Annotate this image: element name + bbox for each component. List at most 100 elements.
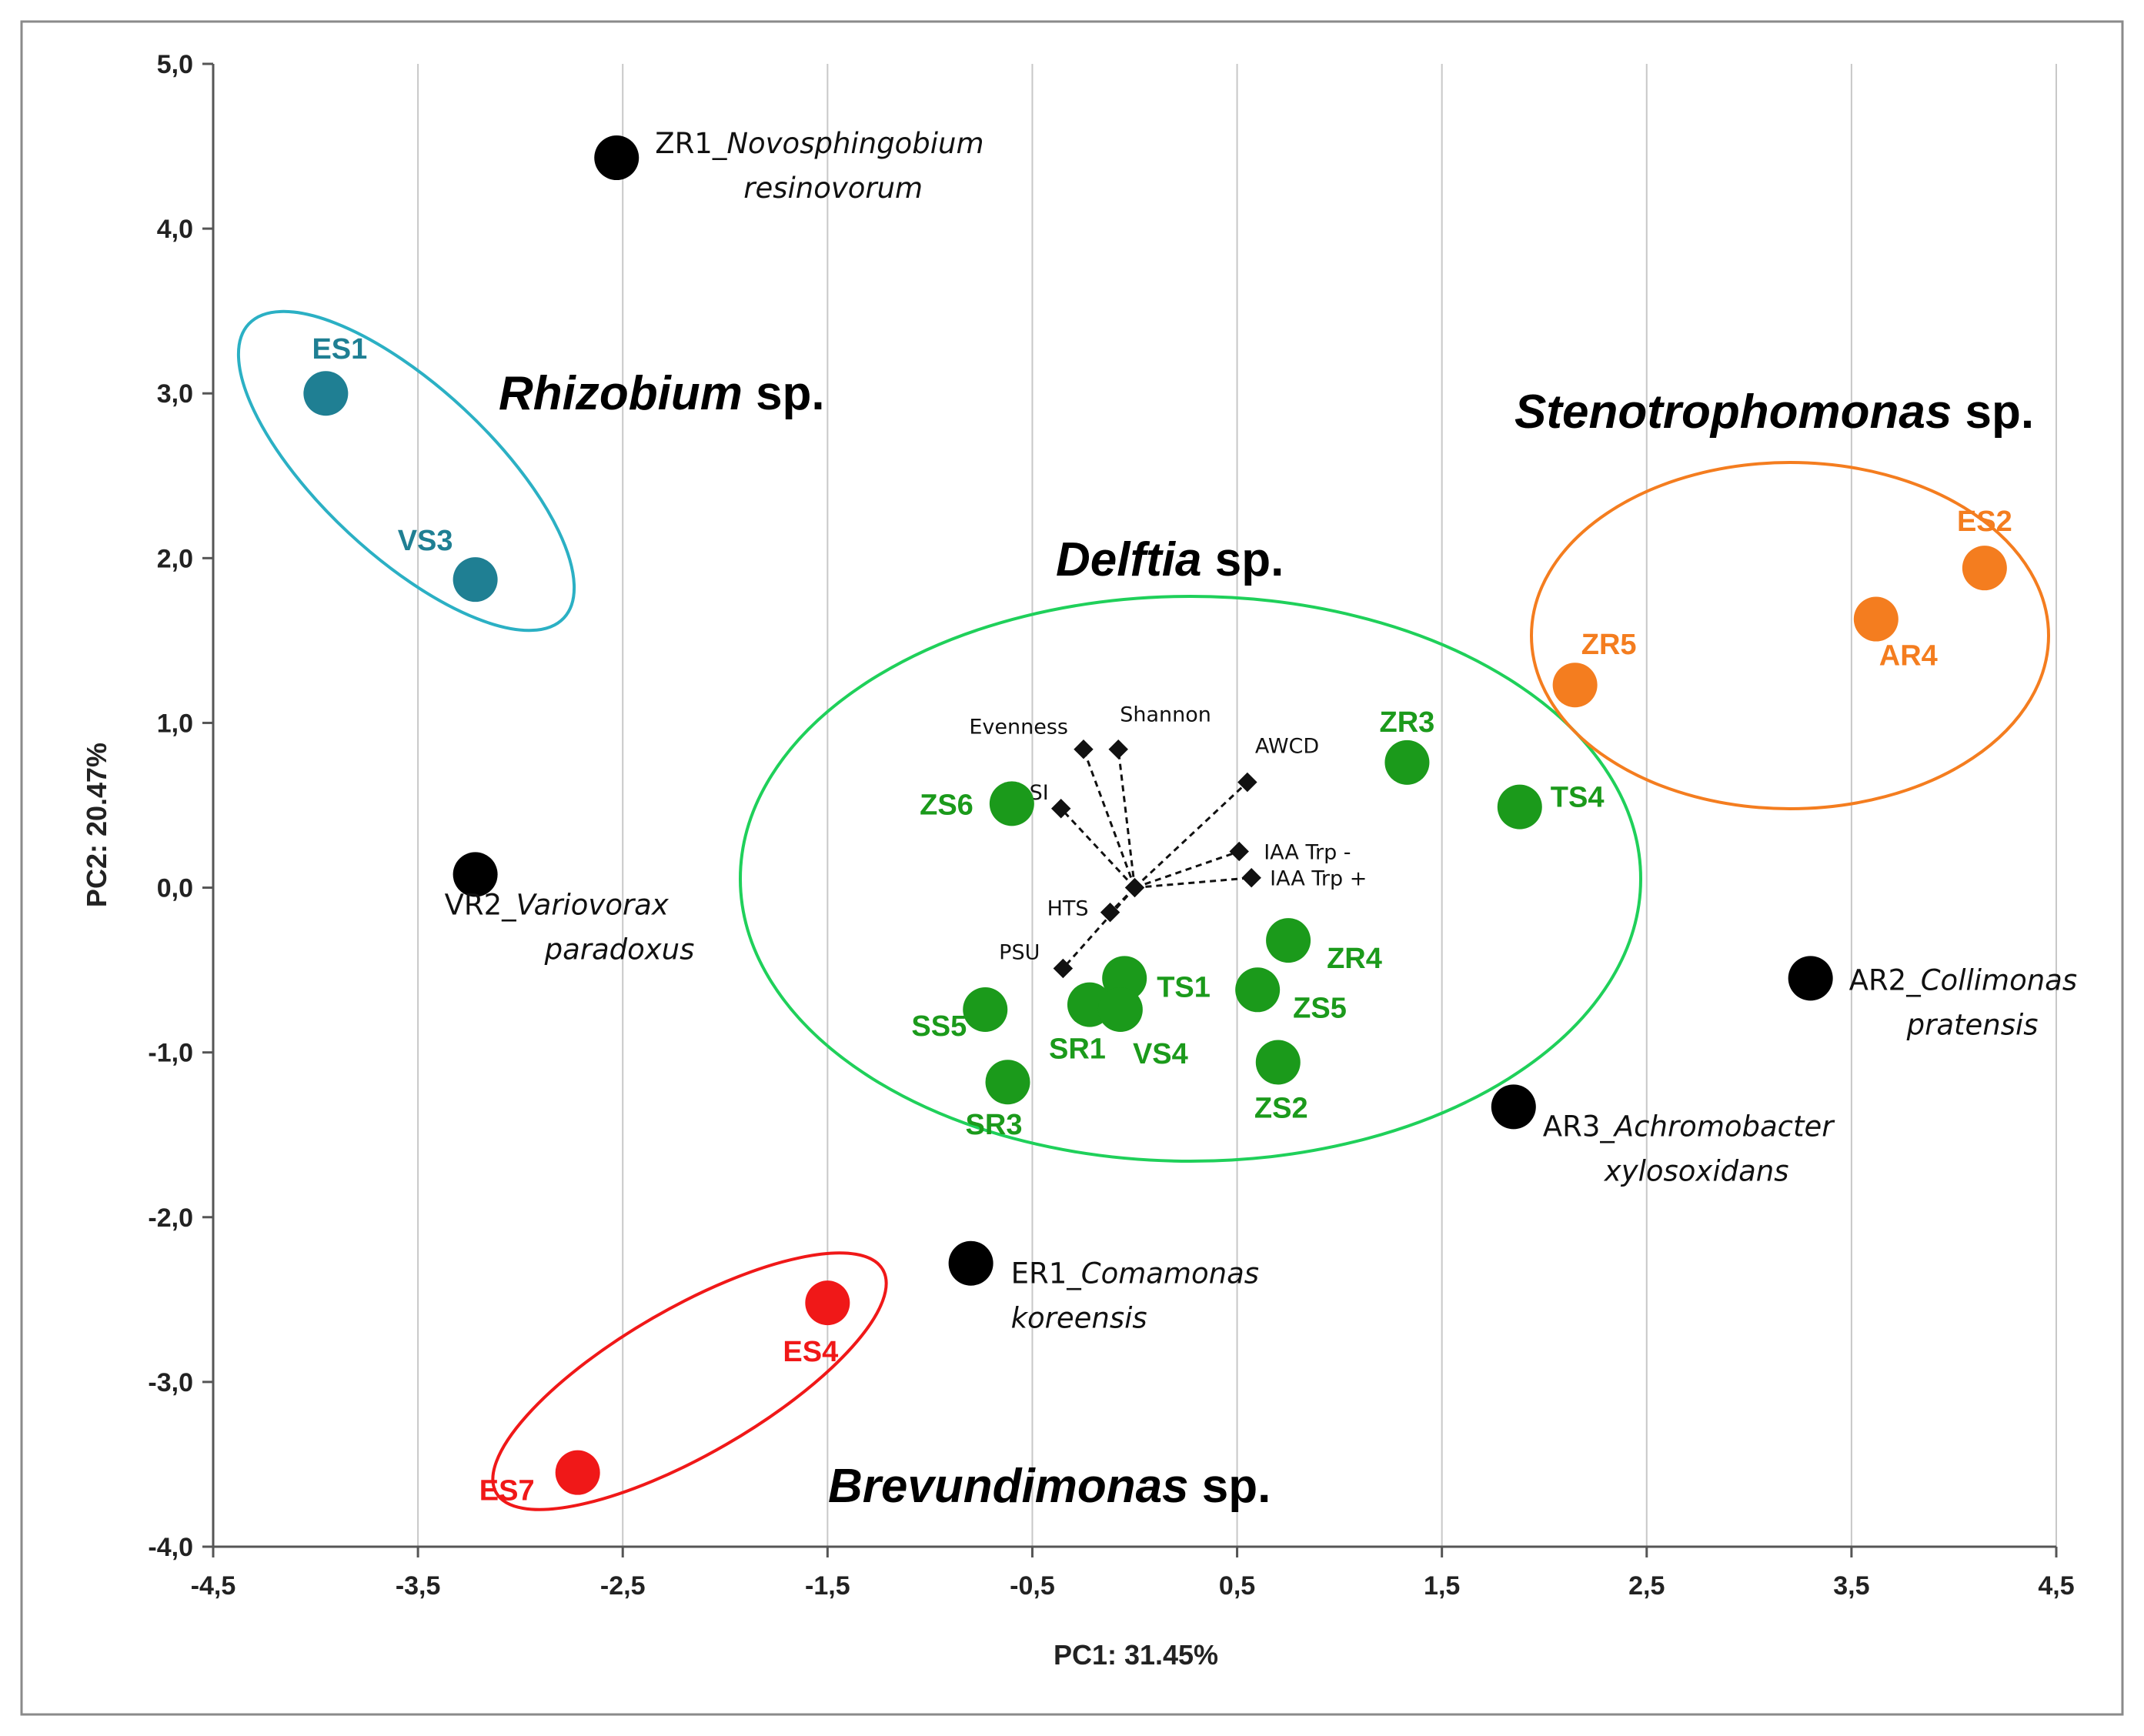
y-tick-label: 0,0 xyxy=(157,874,193,903)
grid-lines xyxy=(417,64,2057,1547)
point-label-vr2: VR2_Variovorax paradoxus xyxy=(445,888,695,966)
y-tick-label: -2,0 xyxy=(148,1204,193,1233)
group-label-stenotrophomonas: Stenotrophomonas sp. xyxy=(1514,386,2034,439)
loading-vector-line xyxy=(1134,876,1252,890)
x-tick-label: -4,5 xyxy=(191,1571,236,1601)
point-code: AR3_ xyxy=(1543,1110,1615,1143)
x-tick-label: 2,5 xyxy=(1628,1571,1665,1601)
point-label-ts4: TS4 xyxy=(1551,782,1605,814)
x-tick-label: 3,5 xyxy=(1833,1571,1869,1601)
species-epithet: paradoxus xyxy=(544,933,695,966)
x-tick-label: -3,5 xyxy=(396,1571,441,1601)
point-code: ER1_ xyxy=(1011,1257,1082,1290)
point-label-ar3: AR3_Achromobacter xylosoxidans xyxy=(1543,1110,1835,1187)
loading-vector-label: PSU xyxy=(999,940,1040,964)
loading-vector-label: Evenness xyxy=(969,716,1068,739)
data-point-es2 xyxy=(1962,546,2007,591)
y-tick-label: 2,0 xyxy=(157,544,193,573)
x-tick-label: -1,5 xyxy=(805,1571,850,1601)
point-label-vs3: VS3 xyxy=(398,525,453,557)
data-point-zr3 xyxy=(1384,739,1430,785)
group-label-brevundimonas: Brevundimonas sp. xyxy=(828,1460,1271,1513)
data-point-ar4 xyxy=(1853,596,1899,642)
group-label-rhizobium: Rhizobium sp. xyxy=(499,367,825,420)
species-epithet: xylosoxidans xyxy=(1604,1154,1789,1187)
species-epithet: pratensis xyxy=(1906,1008,2039,1041)
loading-vector-line xyxy=(1117,749,1136,888)
y-tick-label: -4,0 xyxy=(148,1533,193,1562)
y-tick-label: 1,0 xyxy=(157,709,193,738)
data-point-zr5 xyxy=(1552,663,1598,708)
data-point-zs5 xyxy=(1235,967,1281,1013)
species-genus: Collimonas xyxy=(1921,963,2077,997)
data-point-es4 xyxy=(805,1280,850,1326)
data-point-es7 xyxy=(555,1450,600,1495)
ellipse-stenotrophomonas xyxy=(1530,461,2050,810)
group-ellipses xyxy=(236,309,2050,1511)
loading-vector-label: HTS xyxy=(1047,897,1089,921)
point-label-es2: ES2 xyxy=(1957,506,2012,538)
species-genus: Novosphingobium xyxy=(726,127,984,160)
ellipse-brevundimonas xyxy=(491,1251,888,1511)
data-point-er1 xyxy=(948,1240,994,1286)
point-label-zs2: ZS2 xyxy=(1254,1093,1308,1125)
data-point-zs2 xyxy=(1255,1040,1301,1085)
data-point-ar2 xyxy=(1788,956,1833,1001)
loading-vector-line xyxy=(1062,886,1136,970)
loading-vector-line xyxy=(1082,749,1136,889)
point-label-es7: ES7 xyxy=(479,1475,535,1507)
species-epithet: resinovorum xyxy=(743,172,923,205)
point-code: VR2_ xyxy=(445,888,517,921)
point-label-zr4: ZR4 xyxy=(1327,943,1382,975)
axes: -4,5 -3,5 -2,5 -1,5 -0,5 0,5 1,5 2,5 3,5 4,5 -4,0 -… xyxy=(148,50,2074,1601)
data-point-ts4 xyxy=(1497,784,1542,830)
data-point-zr4 xyxy=(1266,918,1311,963)
y-tick-label: -3,0 xyxy=(148,1368,193,1397)
loading-vector-line xyxy=(1134,850,1240,889)
point-code: ZR1_ xyxy=(655,127,727,160)
loading-vector-label: IAA Trp - xyxy=(1264,840,1351,864)
data-point-zs6 xyxy=(989,781,1034,826)
data-point-vr2 xyxy=(453,852,498,897)
point-label-ar4: AR4 xyxy=(1879,640,1938,673)
data-point-sr3 xyxy=(985,1060,1030,1105)
point-label-sr3: SR3 xyxy=(966,1109,1023,1141)
x-tick-label: 4,5 xyxy=(2038,1571,2074,1601)
data-points xyxy=(303,135,2007,1495)
point-label-ts1: TS1 xyxy=(1157,971,1211,1003)
data-point-ar3 xyxy=(1491,1084,1536,1130)
y-axis-title: PC2: 20.47% xyxy=(81,743,112,907)
group-label-delftia: Delftia sp. xyxy=(1056,533,1284,586)
point-label-zr3: ZR3 xyxy=(1380,706,1435,739)
point-label-zr5: ZR5 xyxy=(1581,629,1637,661)
point-label-er1: ER1_Comamonas koreensis xyxy=(1011,1257,1259,1335)
loading-vector-label: Shannon xyxy=(1120,703,1211,727)
y-tick-label: 4,0 xyxy=(157,215,193,244)
group-name-stenotrophomonas: Stenotrophomonas xyxy=(1514,386,1952,439)
point-labels: ES1 VS3 ZR1_Novosphingobium resinovorum VR2_… xyxy=(312,127,2077,1507)
species-genus: Variovorax xyxy=(516,888,670,921)
x-tick-label: -0,5 xyxy=(1010,1571,1055,1601)
data-point-vs4 xyxy=(1097,987,1143,1032)
group-name-brevundimonas: Brevundimonas xyxy=(828,1460,1189,1513)
point-label-sr1: SR1 xyxy=(1049,1033,1106,1066)
loading-vector-line xyxy=(1134,781,1248,889)
y-tick-label: 5,0 xyxy=(157,50,193,79)
point-label-zs5: ZS5 xyxy=(1293,992,1347,1024)
data-point-es1 xyxy=(303,371,349,416)
group-suffix-stenotrophomonas: sp. xyxy=(1952,386,2034,439)
x-tick-label: -2,5 xyxy=(600,1571,646,1601)
point-label-ar2: AR2_Collimonas pratensis xyxy=(1849,963,2077,1041)
point-label-vs4: VS4 xyxy=(1133,1038,1188,1070)
species-epithet: koreensis xyxy=(1011,1302,1147,1335)
ellipse-delftia xyxy=(739,595,1642,1163)
group-name-rhizobium: Rhizobium xyxy=(499,367,743,420)
group-suffix-brevundimonas: sp. xyxy=(1189,1460,1271,1513)
point-label-zs6: ZS6 xyxy=(920,789,973,821)
point-label-es4: ES4 xyxy=(783,1336,838,1368)
point-code: AR2_ xyxy=(1849,963,1922,997)
data-point-ss5 xyxy=(963,987,1008,1032)
y-tick-label: -1,0 xyxy=(148,1039,193,1068)
x-tick-label: 1,5 xyxy=(1424,1571,1460,1601)
